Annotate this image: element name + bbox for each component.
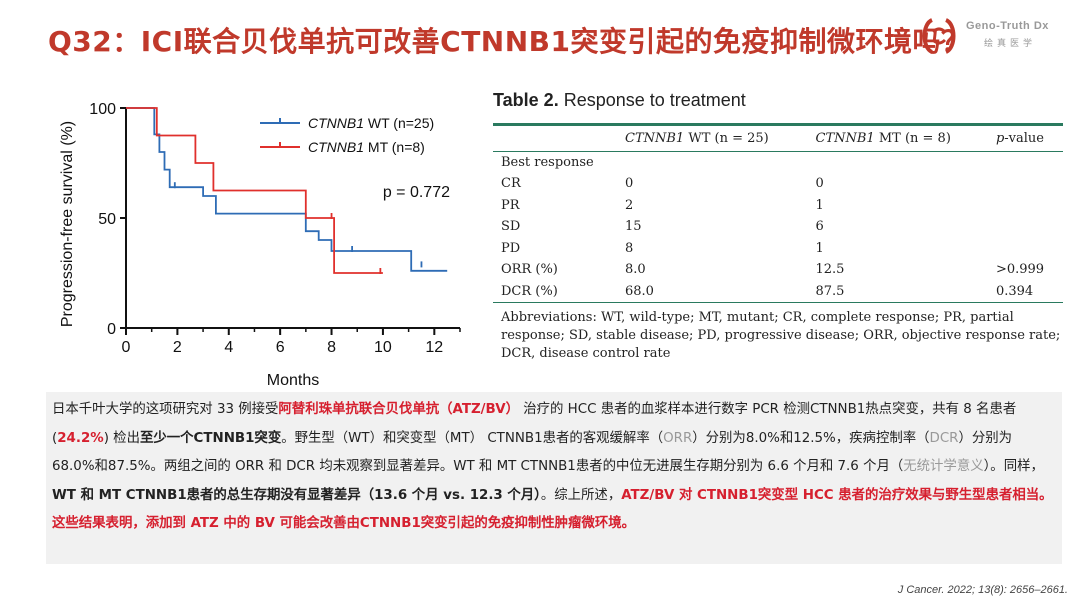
table-cell xyxy=(988,216,1063,238)
table-cell: DCR (%) xyxy=(493,280,617,303)
table-cell: ORR (%) xyxy=(501,262,558,278)
table-cell: 15 xyxy=(625,219,642,235)
table-cell: CR xyxy=(501,176,521,192)
table-cell: 0.394 xyxy=(987,280,1063,303)
table-cell: 87.5 xyxy=(807,280,988,303)
table-row: ORR (%) 8.0 12.5 >0.999 xyxy=(493,259,1063,281)
table-cell: PD xyxy=(501,240,521,256)
x-axis-label: Months xyxy=(267,372,319,389)
table-cell: SD xyxy=(501,219,521,235)
table-cell: 68.0 xyxy=(617,280,808,303)
table-cell: 8 xyxy=(625,240,634,256)
logo-subname: 绘真医学 xyxy=(984,39,1037,49)
y-tick-label: 50 xyxy=(98,211,116,228)
x-tick-label: 10 xyxy=(374,339,392,356)
table-header-2: CTNNB1 MT (n = 8) xyxy=(807,123,988,152)
company-logo: Geno-Truth Dx 绘真医学 xyxy=(918,14,1068,58)
table-row: PR 2 1 xyxy=(493,195,1063,217)
table-cell: Best response xyxy=(501,155,594,170)
legend-label-0: CTNNB1 WT (n=25) xyxy=(308,115,434,131)
table-cell: 8.0 xyxy=(625,262,646,278)
x-tick-label: 0 xyxy=(122,339,131,356)
table-cell xyxy=(988,195,1063,217)
series-line-0 xyxy=(126,107,448,272)
y-axis-label: Progression-free survival (%) xyxy=(59,121,76,327)
x-tick-label: 2 xyxy=(173,339,182,356)
table-cell: 1 xyxy=(815,240,824,256)
table-row: SD 15 6 xyxy=(493,216,1063,238)
table-title: Table 2. Response to treatment xyxy=(493,90,746,110)
logo-name: Geno-Truth Dx xyxy=(966,20,1049,32)
x-tick-label: 6 xyxy=(276,339,285,356)
y-tick-label: 0 xyxy=(107,321,116,338)
table-cell: PR xyxy=(501,197,520,213)
table-cell: 1 xyxy=(815,197,824,213)
table-cell: 6 xyxy=(815,219,824,235)
table-cell xyxy=(617,152,808,174)
table-row: DCR (%) 68.0 87.5 0.394 xyxy=(493,280,1063,303)
citation: J Cancer. 2022; 13(8): 2656–2661. xyxy=(897,584,1068,596)
summary-text: 日本千叶大学的这项研究对 33 例接受阿替利珠单抗联合贝伐单抗（ATZ/BV） … xyxy=(46,392,1062,564)
x-tick-label: 4 xyxy=(224,339,233,356)
table-header-3: p-value xyxy=(987,123,1063,152)
p-value-annotation: p = 0.772 xyxy=(383,184,450,201)
page-title: Q32：ICI联合贝伐单抗可改善CTNNB1突变引起的免疫抑制微环境吗？ xyxy=(48,25,970,58)
table-cell: >0.999 xyxy=(995,262,1045,278)
table-cell: 12.5 xyxy=(815,262,845,278)
response-table-panel: Table 2. Response to treatment CTNNB1 WT… xyxy=(493,90,1063,363)
table-abbreviations: Abbreviations: WT, wild-type; MT, mutant… xyxy=(501,309,1061,361)
table-cell xyxy=(988,238,1063,260)
table-cell: 2 xyxy=(625,197,634,213)
table-cell: 0 xyxy=(815,176,824,192)
table-header-0 xyxy=(493,123,617,152)
table-cell xyxy=(988,173,1063,195)
series-line-1 xyxy=(126,107,383,274)
table-cell xyxy=(808,152,988,174)
km-chart: 0 50 100 0 2 4 6 8 10 12 Months Progression-free su… xyxy=(59,101,461,389)
table-cell xyxy=(988,152,1063,174)
logo-mark-icon xyxy=(922,18,956,54)
response-table: CTNNB1 WT (n = 25) CTNNB1 MT (n = 8) p-val… xyxy=(493,123,1063,303)
x-tick-label: 8 xyxy=(327,339,336,356)
table-cell: 0 xyxy=(625,176,634,192)
table-row: PD 8 1 xyxy=(493,238,1063,260)
table-row: Best response xyxy=(493,152,1063,174)
x-tick-label: 12 xyxy=(425,339,443,356)
table-header-1: CTNNB1 WT (n = 25) xyxy=(617,123,808,152)
legend-label-1: CTNNB1 MT (n=8) xyxy=(308,139,425,155)
table-row: CR 0 0 xyxy=(493,173,1063,195)
y-tick-label: 100 xyxy=(89,101,116,118)
